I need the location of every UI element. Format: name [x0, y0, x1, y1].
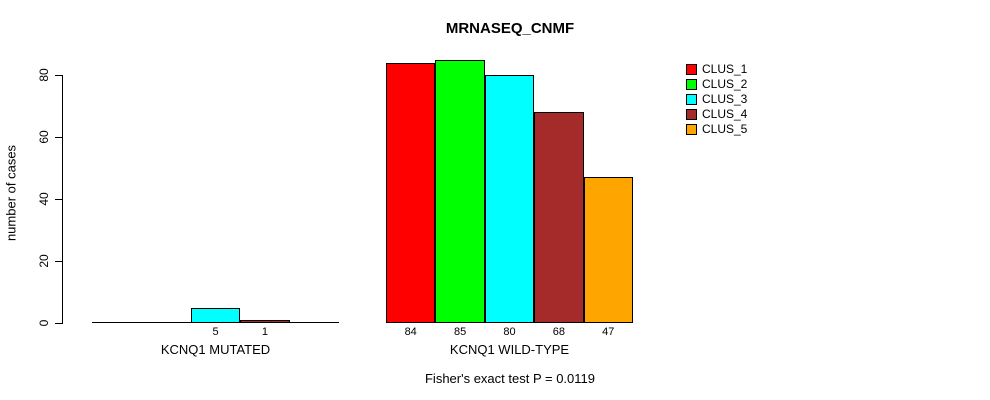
- legend-label: CLUS_3: [702, 92, 748, 106]
- legend-swatch-clus_3: [686, 94, 697, 105]
- chart-title: MRNASEQ_CNMF: [445, 20, 575, 37]
- y-tick-label: 0: [37, 319, 51, 327]
- y-axis-label: number of cases: [3, 144, 19, 242]
- y-tick-label: 20: [37, 254, 51, 268]
- legend-item-clus_5: CLUS_5: [686, 122, 747, 137]
- legend-label: CLUS_5: [702, 122, 748, 136]
- bar-clus_4: [240, 319, 290, 323]
- legend-label: CLUS_2: [702, 77, 748, 91]
- legend-label: CLUS_4: [702, 107, 748, 121]
- x-group-label: KCNQ1 WILD-TYPE: [449, 342, 570, 357]
- bar-clus_5: [583, 177, 633, 323]
- y-tick-mark: [55, 323, 63, 324]
- bar-value-label: 68: [552, 326, 566, 338]
- bar-value-label: 85: [453, 326, 467, 338]
- legend-item-clus_4: CLUS_4: [686, 107, 747, 122]
- legend: CLUS_1 CLUS_2 CLUS_3 CLUS_4 CLUS_5: [686, 62, 747, 137]
- legend-swatch-clus_1: [686, 64, 697, 75]
- legend-label: CLUS_1: [702, 62, 748, 76]
- y-tick-mark: [55, 261, 63, 262]
- bar-clus_3: [484, 75, 535, 323]
- y-tick-label: 60: [37, 130, 51, 144]
- legend-swatch-clus_2: [686, 79, 697, 90]
- y-tick-mark: [55, 199, 63, 200]
- y-tick-label: 40: [37, 192, 51, 206]
- bar-clus_2: [435, 59, 485, 323]
- legend-item-clus_3: CLUS_3: [686, 92, 747, 107]
- legend-swatch-clus_5: [686, 124, 697, 135]
- bar-value-label: 80: [503, 326, 516, 338]
- y-tick-mark: [55, 75, 63, 76]
- y-tick-label: 80: [37, 68, 51, 82]
- bar-clus_4: [534, 112, 584, 323]
- x-group-label: KCNQ1 MUTATED: [160, 342, 271, 357]
- bar-clus_3: [190, 307, 241, 323]
- legend-item-clus_1: CLUS_1: [686, 62, 747, 77]
- y-tick-mark: [55, 137, 63, 138]
- bar-value-label: 5: [212, 326, 219, 338]
- bar-value-label: 1: [261, 326, 268, 338]
- bar-clus_1: [386, 62, 436, 323]
- bar-value-label: 47: [602, 326, 615, 338]
- bar-value-label: 84: [404, 326, 417, 338]
- annotation-text: Fisher's exact test P = 0.0119: [424, 371, 596, 386]
- legend-item-clus_2: CLUS_2: [686, 77, 747, 92]
- legend-swatch-clus_4: [686, 109, 697, 120]
